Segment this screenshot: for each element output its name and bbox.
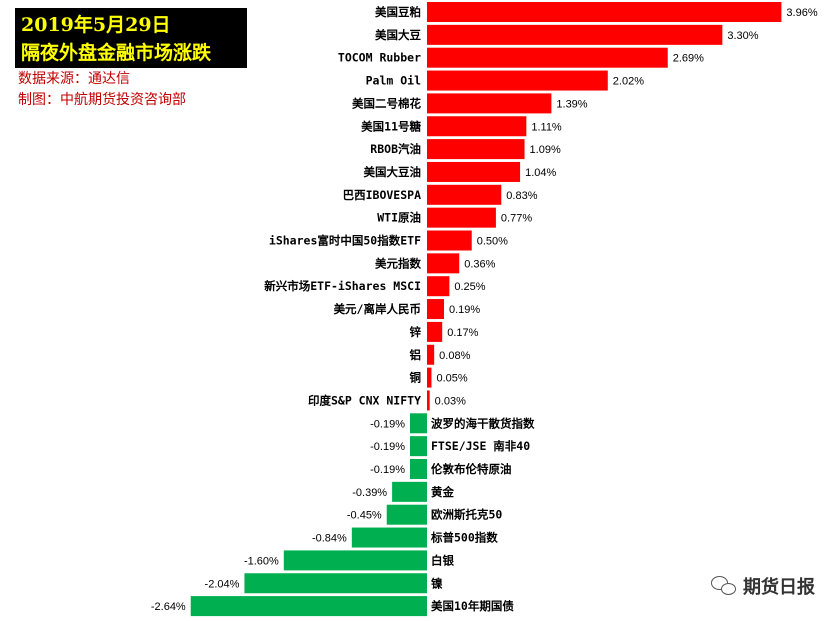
bar-10	[427, 230, 472, 251]
bar-20	[409, 459, 427, 479]
category-label-2: TOCOM Rubber	[338, 51, 421, 65]
value-label-18: -0.19%	[370, 418, 405, 430]
bar-12	[427, 276, 450, 297]
wechat-icon	[711, 576, 737, 596]
value-label-14: 0.17%	[447, 327, 478, 339]
category-label-10: iShares富时中国50指数ETF	[269, 234, 421, 248]
value-label-17: 0.03%	[435, 395, 466, 407]
category-label-5: 美国11号糖	[361, 119, 421, 133]
bar-2	[427, 47, 668, 68]
category-label-20: 伦敦布伦特原油	[431, 462, 512, 476]
value-label-22: -0.45%	[347, 510, 382, 522]
value-label-25: -2.04%	[205, 578, 240, 590]
category-label-26: 美国10年期国债	[431, 599, 514, 613]
bar-0	[427, 2, 782, 22]
bar-8	[427, 184, 502, 205]
category-label-24: 白银	[431, 553, 454, 567]
bar-13	[427, 299, 445, 320]
value-label-1: 3.30%	[727, 30, 758, 42]
bar-14	[427, 321, 443, 342]
bar-11	[427, 253, 460, 274]
bar-22	[386, 504, 427, 525]
bar-4	[427, 93, 552, 114]
value-label-11: 0.36%	[464, 258, 495, 270]
category-label-23: 标普500指数	[430, 531, 498, 545]
bar-23	[351, 527, 427, 548]
value-label-16: 0.05%	[436, 373, 467, 385]
category-label-22: 欧洲斯托克50	[431, 508, 502, 522]
value-label-6: 1.09%	[530, 144, 561, 156]
category-label-18: 波罗的海干散货指数	[431, 416, 535, 430]
bar-19	[409, 436, 427, 457]
value-label-12: 0.25%	[454, 281, 485, 293]
bar-18	[409, 413, 427, 434]
value-label-10: 0.50%	[477, 236, 508, 248]
value-label-15: 0.08%	[439, 350, 470, 362]
bar-15	[427, 344, 435, 365]
bar-9	[427, 207, 496, 228]
value-label-8: 0.83%	[506, 190, 537, 202]
watermark: 期货日报	[711, 573, 815, 599]
category-label-3: Palm Oil	[366, 74, 421, 88]
bar-5	[427, 116, 527, 137]
value-label-2: 2.69%	[673, 53, 704, 65]
category-label-17: 印度S&P CNX NIFTY	[308, 393, 421, 407]
value-label-9: 0.77%	[501, 213, 532, 225]
category-label-15: 铝	[410, 348, 422, 362]
category-label-1: 美国大豆	[375, 28, 421, 42]
bar-24	[283, 550, 427, 571]
bar-7	[427, 161, 521, 182]
category-label-13: 美元/离岸人民币	[334, 302, 421, 316]
value-label-23: -0.84%	[312, 533, 347, 545]
bar-16	[427, 367, 432, 388]
value-label-26: -2.64%	[151, 601, 186, 613]
bar-6	[427, 139, 525, 160]
chart-maker: 制图：中航期货投资咨询部	[18, 92, 186, 108]
chart-title: 隔夜外盘金融市场涨跌	[21, 42, 212, 64]
bar-1	[427, 24, 723, 45]
bar-17	[427, 390, 430, 411]
value-label-4: 1.39%	[556, 98, 587, 110]
category-label-25: 镍	[431, 576, 443, 590]
category-label-19: FTSE/JSE 南非40	[431, 439, 530, 453]
value-label-3: 2.02%	[613, 76, 644, 88]
category-label-8: 巴西IBOVESPA	[343, 188, 421, 202]
category-label-4: 美国二号棉花	[352, 96, 421, 110]
category-label-11: 美元指数	[375, 256, 421, 270]
category-label-21: 黄金	[431, 485, 454, 499]
value-label-7: 1.04%	[525, 167, 556, 179]
value-label-21: -0.39%	[352, 487, 387, 499]
value-label-13: 0.19%	[449, 304, 480, 316]
value-label-20: -0.19%	[370, 464, 405, 476]
category-label-12: 新兴市场ETF-iShares MSCI	[264, 279, 421, 293]
chart-title-box: 2019年5月29日 隔夜外盘金融市场涨跌	[15, 8, 247, 68]
bar-25	[244, 573, 427, 594]
data-source: 数据来源：通达信	[18, 71, 130, 87]
value-label-0: 3.96%	[786, 7, 817, 19]
bar-26	[190, 596, 427, 617]
value-label-19: -0.19%	[370, 441, 405, 453]
bar-3	[427, 70, 608, 91]
value-label-5: 1.11%	[531, 121, 562, 133]
bar-21	[392, 481, 427, 502]
value-label-24: -1.60%	[244, 555, 279, 567]
watermark-text: 期货日报	[743, 577, 815, 598]
category-label-0: 美国豆粕	[375, 5, 421, 19]
category-label-7: 美国大豆油	[364, 165, 422, 179]
category-label-16: 铜	[409, 371, 422, 385]
category-label-6: RBOB汽油	[370, 142, 421, 156]
category-label-9: WTI原油	[377, 211, 421, 225]
chart-title-date: 2019年5月29日	[21, 14, 171, 36]
category-label-14: 锌	[410, 325, 422, 339]
